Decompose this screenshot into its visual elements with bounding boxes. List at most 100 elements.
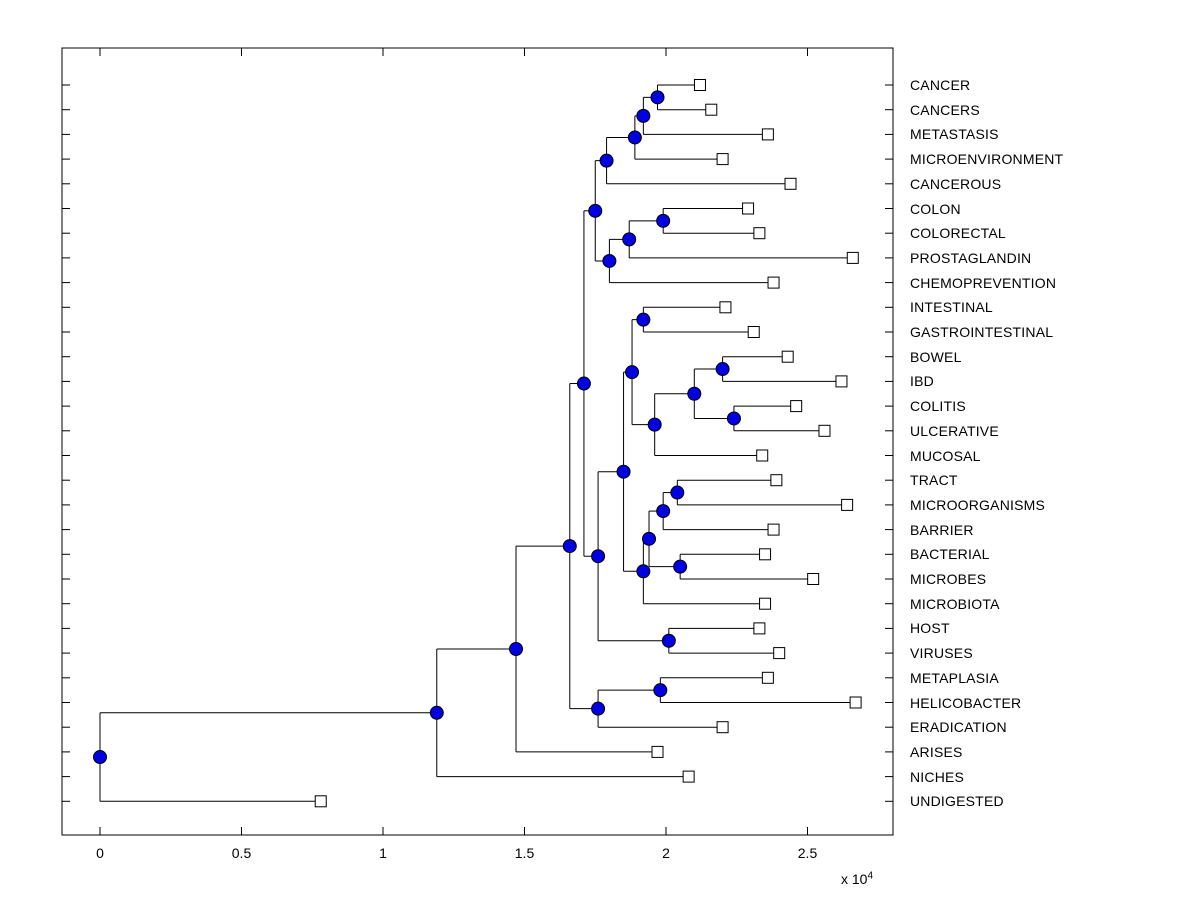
- leaf-label-bacterial: BACTERIAL: [910, 546, 990, 563]
- internal-node-marker: [656, 213, 671, 228]
- internal-node-marker: [650, 90, 665, 105]
- internal-node-marker: [636, 564, 651, 579]
- leaf-marker-cancerous: [784, 177, 797, 190]
- internal-node-marker: [661, 633, 676, 648]
- internal-node-marker: [602, 253, 617, 268]
- leaf-marker-cancer: [693, 79, 706, 91]
- internal-node-marker: [509, 641, 524, 656]
- axes-box: [61, 47, 894, 836]
- leaf-label-metaplasia: METAPLASIA: [910, 669, 999, 686]
- internal-node-marker: [636, 312, 651, 327]
- leaf-label-ibd: IBD: [910, 373, 934, 390]
- leaf-marker-ibd: [835, 375, 848, 388]
- leaf-label-gastrointestinal: GASTROINTESTINAL: [910, 324, 1054, 340]
- leaf-marker-bacterial: [759, 548, 772, 561]
- leaf-marker-barrier: [767, 523, 780, 536]
- leaf-marker-tract: [770, 474, 783, 487]
- leaf-marker-helicobacter: [849, 696, 862, 709]
- leaf-label-microbiota: MICROBIOTA: [910, 595, 1000, 612]
- leaf-marker-microbes: [807, 573, 820, 585]
- x-tick-label-0: 0: [96, 845, 104, 861]
- internal-node-marker: [591, 701, 606, 716]
- axis-tick-marks: [62, 48, 893, 835]
- leaf-marker-colorectal: [753, 227, 766, 240]
- internal-node-marker: [647, 417, 662, 432]
- internal-node-marker: [562, 539, 577, 554]
- leaf-label-chemoprevention: CHEMOPREVENTION: [910, 274, 1057, 291]
- leaf-marker-mucosal: [756, 449, 769, 462]
- internal-node-marker: [687, 386, 702, 401]
- internal-node-markers: [93, 90, 741, 765]
- leaf-label-barrier: BARRIER: [910, 521, 974, 538]
- internal-node-marker: [616, 464, 631, 479]
- leaf-marker-gastrointestinal: [747, 326, 760, 338]
- leaf-label-cancers: CANCERS: [910, 101, 980, 118]
- x-tick-label-1-5: 1.5: [514, 845, 535, 861]
- leaf-label-cancerous: CANCEROUS: [910, 175, 1002, 192]
- internal-node-marker: [715, 362, 730, 377]
- leaf-label-microenvironment: MICROENVIRONMENT: [910, 151, 1064, 168]
- internal-node-marker: [599, 153, 614, 168]
- leaf-marker-eradication: [716, 721, 729, 734]
- internal-node-marker: [93, 750, 107, 765]
- internal-node-marker: [588, 203, 603, 218]
- internal-node-marker: [591, 549, 606, 564]
- leaf-marker-metastasis: [761, 128, 774, 141]
- internal-node-marker: [653, 683, 668, 698]
- leaf-marker-chemoprevention: [767, 276, 780, 289]
- leaf-marker-niches: [682, 770, 695, 783]
- leaf-label-helicobacter: HELICOBACTER: [910, 694, 1022, 711]
- leaf-label-intestinal: INTESTINAL: [910, 299, 993, 316]
- internal-node-marker: [622, 232, 637, 247]
- leaf-label-colon: COLON: [910, 200, 961, 217]
- x-axis-multiplier-label: x 104: [841, 871, 873, 887]
- leaf-label-microorganisms: MICROORGANISMS: [910, 496, 1046, 513]
- internal-node-marker: [429, 705, 444, 720]
- leaf-marker-metaplasia: [761, 671, 774, 684]
- leaf-label-prostaglandin: PROSTAGLANDIN: [910, 249, 1032, 266]
- internal-node-marker: [656, 504, 671, 519]
- leaf-marker-prostaglandin: [846, 251, 859, 264]
- leaf-marker-colitis: [790, 400, 803, 413]
- plot-border: [61, 47, 894, 836]
- x-tick-label-2: 2: [662, 845, 670, 861]
- leaf-marker-ulcerative: [818, 424, 831, 437]
- tree-branches: [99, 84, 856, 802]
- leaf-markers: [314, 79, 862, 808]
- leaf-label-cancer: CANCER: [910, 77, 971, 93]
- leaf-label-ulcerative: ULCERATIVE: [910, 422, 999, 439]
- x-tick-label-0-5: 0.5: [231, 845, 252, 861]
- leaf-label-host: HOST: [910, 620, 950, 637]
- internal-node-marker: [636, 108, 651, 123]
- leaf-label-arises: ARISES: [910, 743, 963, 760]
- leaf-label-tract: TRACT: [910, 472, 958, 489]
- internal-node-marker: [627, 130, 642, 145]
- leaf-label-metastasis: METASTASIS: [910, 126, 999, 143]
- leaf-label-niches: NICHES: [910, 768, 965, 785]
- leaf-label-colitis: COLITIS: [910, 398, 966, 415]
- internal-node-marker: [670, 485, 685, 500]
- internal-node-marker: [673, 559, 688, 574]
- leaf-marker-viruses: [773, 647, 786, 660]
- multiplier-base-text: x 10: [841, 871, 868, 887]
- leaf-label-mucosal: MUCOSAL: [910, 447, 981, 464]
- leaf-marker-undigested: [314, 795, 327, 808]
- internal-node-marker: [576, 376, 591, 391]
- leaf-label-eradication: ERADICATION: [910, 719, 1007, 736]
- x-tick-label-2-5: 2.5: [797, 845, 818, 861]
- leaf-label-undigested: UNDIGESTED: [910, 793, 1004, 810]
- leaf-marker-intestinal: [719, 301, 732, 314]
- leaf-marker-arises: [651, 745, 664, 758]
- leaf-marker-bowel: [781, 350, 794, 363]
- internal-node-marker: [726, 411, 741, 426]
- leaf-marker-microbiota: [759, 597, 772, 610]
- internal-node-marker: [625, 365, 640, 380]
- leaf-label-colorectal: COLORECTAL: [910, 225, 1006, 242]
- leaf-label-bowel: BOWEL: [910, 348, 962, 365]
- x-tick-label-1: 1: [379, 845, 387, 861]
- leaf-marker-cancers: [705, 103, 718, 116]
- leaf-marker-colon: [742, 202, 755, 215]
- leaf-label-viruses: VIRUSES: [910, 645, 973, 662]
